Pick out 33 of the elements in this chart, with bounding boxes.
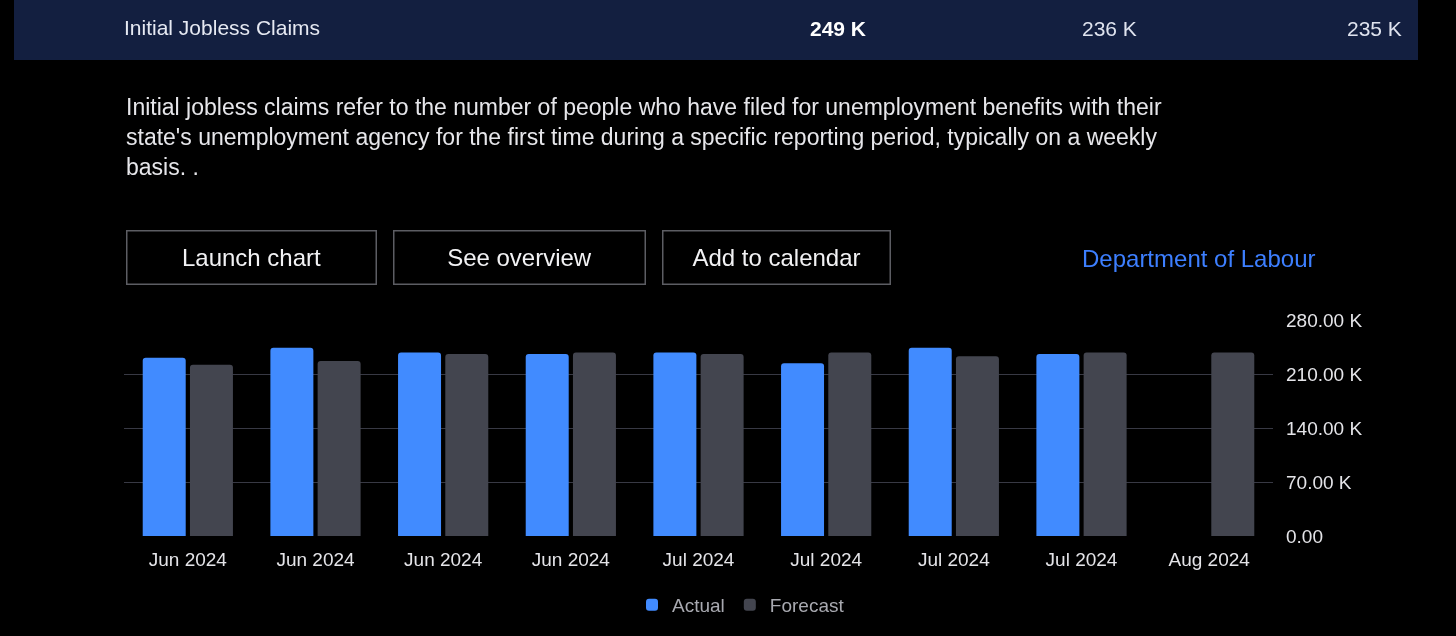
y-tick-label: 280.00 K [1286, 309, 1363, 331]
x-tick-label: Jun 2024 [148, 549, 228, 570]
bar [525, 353, 569, 536]
y-tick-label: 140.00 K [1286, 417, 1363, 439]
x-tick-label: Jun 2024 [531, 549, 611, 570]
x-tick-label: Jun 2024 [404, 549, 483, 570]
y-tick-label: 0.00 [1286, 525, 1323, 547]
text: Launch chart [181, 244, 322, 271]
x-tick-label: Aug 2024 [1168, 549, 1251, 570]
text: 249 K [810, 17, 867, 40]
x-tick-label: Jul 2024 [1045, 549, 1118, 570]
bar [781, 363, 825, 536]
text: See overview [447, 244, 592, 271]
text: Department of Labour [1082, 245, 1316, 272]
legend-label: Forecast [769, 595, 845, 617]
x-tick-label: Jul 2024 [662, 549, 735, 570]
y-tick-label: 210.00 K [1286, 363, 1363, 385]
x-tick-label: Jun 2024 [276, 549, 356, 570]
legend-label: Actual [672, 595, 725, 617]
chart-title: Initial Jobless Claims [124, 16, 321, 40]
chart-subtitle: Initial jobless claims refer to the number of people who have filed for unemployment benefits with their state's unemployment agency for the first time during a specific reporting period, typically on a weekly basis. . [126, 94, 1162, 180]
text: Add to calendar [692, 244, 861, 271]
bar [142, 357, 186, 536]
bar [908, 347, 952, 536]
text: 236 K [1082, 17, 1137, 40]
x-tick-label: Jul 2024 [917, 549, 991, 570]
text: 235 K [1347, 17, 1402, 40]
bar [1036, 353, 1080, 536]
bar [270, 347, 314, 536]
bar [653, 352, 697, 536]
bar [398, 352, 442, 536]
y-tick-label: 70.00 K [1286, 471, 1352, 493]
x-tick-label: Jul 2024 [790, 549, 863, 570]
